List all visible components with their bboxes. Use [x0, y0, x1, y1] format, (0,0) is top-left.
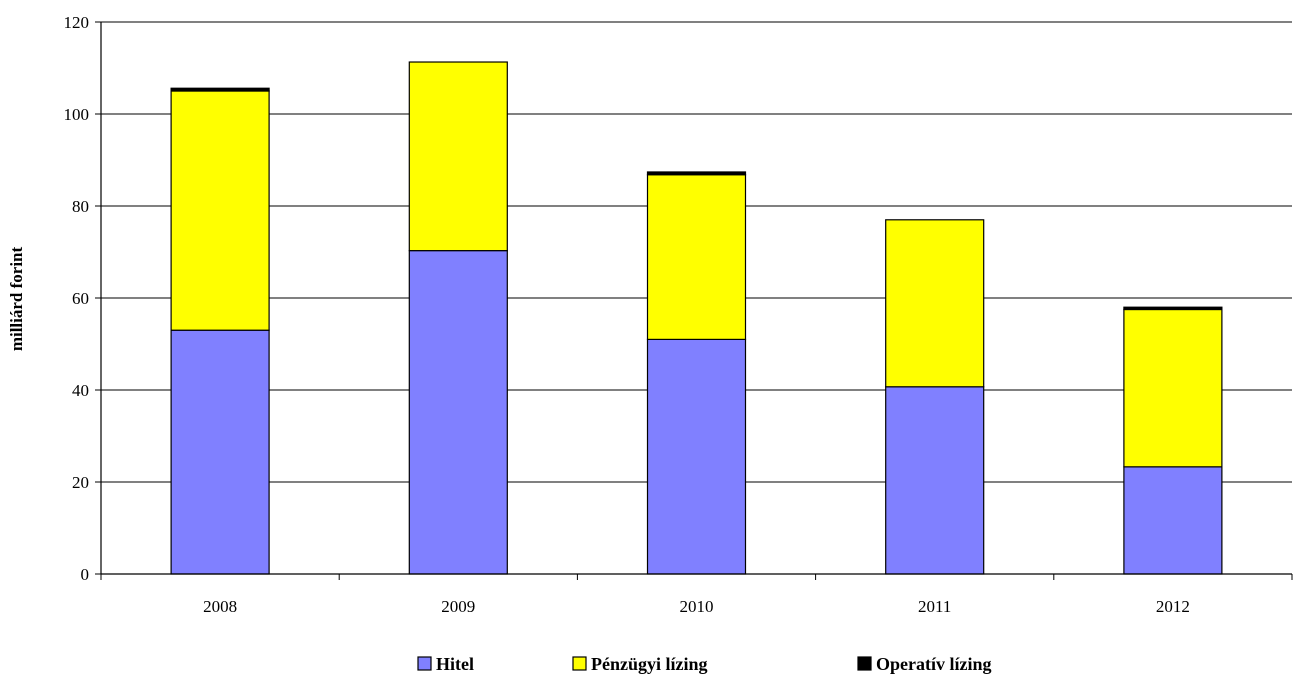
legend-swatch — [857, 656, 872, 671]
bar-segment-hitel — [1123, 466, 1223, 575]
y-tick-label: 80 — [72, 197, 89, 216]
y-tick-label: 20 — [72, 473, 89, 492]
legend: Hitel Pénzügyi lízing Operatív lízing — [417, 654, 992, 674]
y-axis-title: milliárd forint — [7, 246, 26, 351]
legend-swatch — [417, 656, 432, 671]
legend-swatch — [572, 656, 587, 671]
bar-segment-penzugyi-lizing — [885, 219, 985, 388]
bars — [170, 61, 1223, 575]
x-tick-label: 2011 — [918, 597, 951, 616]
bar-segment-penzugyi-lizing — [170, 90, 270, 331]
bar-segment-operativ-lizing — [1123, 306, 1223, 311]
y-tick-label: 100 — [64, 105, 90, 124]
y-tick-label: 60 — [72, 289, 89, 308]
bar-segment-hitel — [408, 250, 508, 575]
x-tick-label: 2008 — [203, 597, 237, 616]
axes — [95, 21, 1293, 580]
bar-segment-penzugyi-lizing — [408, 61, 508, 252]
y-tick-labels: 0 20 40 60 80 100 120 — [64, 13, 90, 584]
bar-segment-penzugyi-lizing — [646, 174, 747, 340]
legend-label: Pénzügyi lízing — [591, 654, 708, 674]
y-tick-label: 40 — [72, 381, 89, 400]
y-tick-label: 0 — [81, 565, 90, 584]
x-tick-labels: 2008 2009 2010 2011 2012 — [203, 597, 1190, 616]
bar-segment-operativ-lizing — [646, 171, 747, 176]
x-tick-label: 2010 — [680, 597, 714, 616]
x-tick-label: 2009 — [441, 597, 475, 616]
y-tick-label: 120 — [64, 13, 90, 32]
bar-segment-hitel — [885, 386, 985, 575]
bar-segment-penzugyi-lizing — [1123, 308, 1223, 468]
bar-segment-hitel — [170, 329, 270, 575]
legend-label: Operatív lízing — [876, 654, 992, 674]
bar-segment-hitel — [646, 338, 747, 575]
x-tick-label: 2012 — [1156, 597, 1190, 616]
bar-segment-operativ-lizing — [170, 87, 270, 92]
legend-label: Hitel — [436, 654, 474, 674]
